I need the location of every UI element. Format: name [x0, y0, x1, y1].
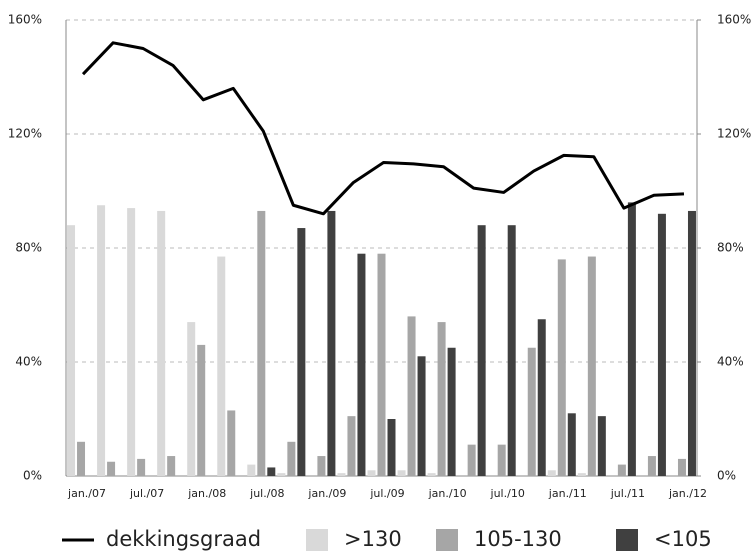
bar	[127, 208, 136, 476]
bar	[547, 470, 556, 476]
bar	[537, 319, 546, 476]
legend-label: dekkingsgraad	[106, 527, 261, 551]
legend-label: 105-130	[474, 527, 562, 551]
bar	[297, 228, 306, 476]
bar	[507, 225, 516, 476]
y2-tick-label: 120%	[717, 127, 751, 141]
y-tick-label: 120%	[8, 127, 42, 141]
bar	[467, 444, 476, 476]
bar	[647, 456, 656, 476]
bar	[217, 256, 226, 476]
bar	[187, 322, 196, 476]
y-tick-label: 160%	[8, 13, 42, 27]
bar	[587, 256, 596, 476]
bar	[327, 210, 336, 476]
bar	[617, 464, 626, 476]
bar	[157, 210, 166, 476]
bar	[257, 210, 266, 476]
bar	[687, 210, 696, 476]
y-tick-label: 40%	[15, 355, 42, 369]
bar	[597, 416, 606, 476]
bar	[317, 456, 326, 476]
bar	[627, 202, 636, 476]
x-tick-label: jul./07	[129, 487, 164, 500]
legend-swatch	[306, 529, 328, 551]
x-tick-label: jan./07	[67, 487, 106, 500]
x-tick-label: jul./10	[490, 487, 525, 500]
bar	[447, 347, 456, 476]
y-tick-label: 80%	[15, 241, 42, 255]
bar	[437, 322, 446, 476]
bar	[337, 473, 346, 476]
x-tick-label: jul./08	[249, 487, 284, 500]
line-series	[81, 41, 685, 216]
x-tick-label: jul./09	[369, 487, 404, 500]
bar	[287, 441, 296, 476]
bar	[557, 259, 566, 476]
bar	[97, 205, 106, 476]
x-tick-label: jan./11	[548, 487, 587, 500]
bar	[67, 225, 76, 476]
x-tick-label: jan./09	[307, 487, 346, 500]
x-tick-label: jul./11	[610, 487, 645, 500]
bar	[277, 473, 286, 476]
bar	[107, 461, 116, 476]
bar	[247, 464, 256, 476]
bar	[387, 419, 396, 476]
bar	[657, 213, 666, 477]
bar	[77, 441, 86, 476]
bar	[677, 458, 686, 476]
bar	[397, 470, 406, 476]
bar	[407, 316, 416, 476]
legend-label: >130	[344, 527, 402, 551]
y2-tick-label: 160%	[717, 13, 751, 27]
bar	[497, 444, 506, 476]
legend-label: <105	[654, 527, 712, 551]
x-tick-label: jan./12	[668, 487, 707, 500]
y2-tick-label: 0%	[717, 469, 736, 483]
bar	[227, 410, 236, 476]
bar	[137, 458, 146, 476]
bar	[527, 347, 536, 476]
bar	[357, 253, 366, 476]
y2-tick-label: 80%	[717, 241, 744, 255]
bar	[577, 473, 586, 476]
bar	[567, 413, 576, 476]
bar	[267, 467, 276, 476]
bar	[197, 344, 206, 476]
bar	[477, 225, 486, 476]
bar	[417, 356, 426, 476]
y2-tick-label: 40%	[717, 355, 744, 369]
x-tick-label: jan./08	[187, 487, 226, 500]
bar	[367, 470, 376, 476]
bar	[377, 253, 386, 476]
legend-swatch	[436, 529, 458, 551]
bar	[167, 456, 176, 476]
bar	[427, 473, 436, 476]
y-tick-label: 0%	[23, 469, 42, 483]
x-tick-label: jan./10	[428, 487, 467, 500]
legend-swatch	[616, 529, 638, 551]
bar	[347, 416, 356, 476]
